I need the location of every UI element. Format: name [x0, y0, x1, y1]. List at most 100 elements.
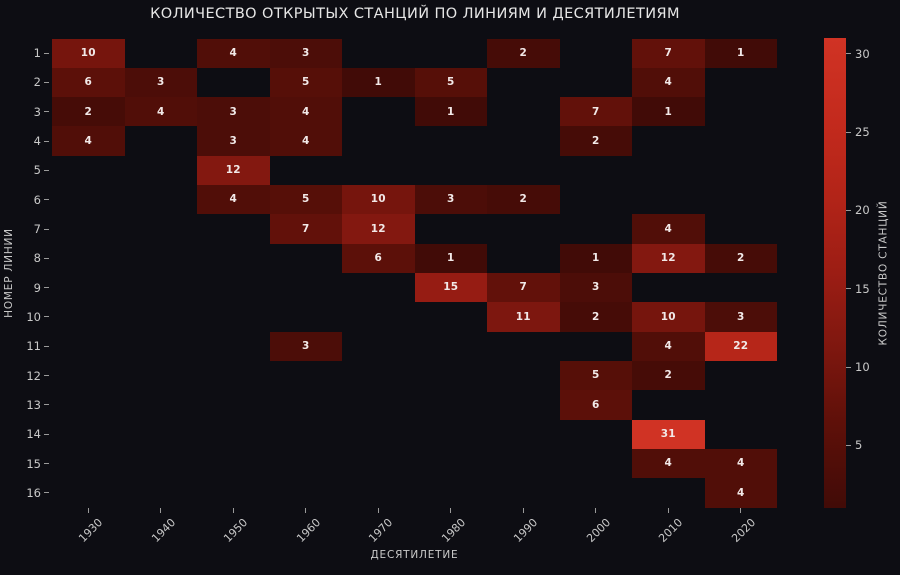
- heatmap-cell-value: 10: [660, 310, 676, 323]
- heatmap-cell-value: 2: [664, 369, 672, 382]
- colorbar-tick-label: 25: [855, 125, 870, 139]
- y-axis-tick-label: 15: [26, 456, 41, 471]
- x-axis-tick-mark: [87, 507, 89, 513]
- heatmap-cell-value: 10: [80, 46, 96, 59]
- heatmap-cell-value: 10: [370, 193, 386, 206]
- heatmap-cell-empty: [124, 302, 197, 332]
- heatmap-cell-empty: [704, 273, 777, 303]
- heatmap-cell-value: 4: [664, 457, 672, 470]
- y-axis-tick-mark: [44, 316, 49, 318]
- heatmap-cell: 3: [704, 302, 777, 332]
- heatmap-cell-empty: [487, 448, 560, 479]
- heatmap-cell-empty: [197, 331, 270, 361]
- heatmap-cell-empty: [269, 360, 342, 391]
- heatmap-cell: 1: [559, 243, 632, 273]
- heatmap-cell: 7: [487, 273, 560, 303]
- heatmap-cell: 12: [197, 155, 270, 186]
- heatmap-cell-value: 4: [229, 46, 237, 59]
- heatmap-cell-empty: [197, 419, 270, 449]
- heatmap-cell-empty: [124, 478, 197, 508]
- colorbar-title: КОЛИЧЕСТВО СТАНЦИЙ: [876, 38, 890, 508]
- heatmap-cell-value: 1: [736, 46, 745, 59]
- heatmap-cell: 12: [632, 243, 705, 273]
- x-axis-tick-mark: [450, 507, 452, 513]
- y-axis-tick-label: 1: [33, 46, 41, 61]
- heatmap-cell-empty: [52, 155, 125, 186]
- heatmap-cell-empty: [487, 214, 560, 244]
- x-axis-tick-label: 1960: [293, 515, 323, 545]
- heatmap-cell-empty: [559, 478, 632, 508]
- x-axis-tick-mark: [160, 507, 162, 513]
- heatmap-cell-empty: [559, 331, 632, 361]
- y-axis-tick-mark: [44, 257, 49, 259]
- heatmap-cell-empty: [124, 448, 197, 479]
- heatmap-cell-empty: [124, 155, 197, 186]
- heatmap-cell-empty: [487, 360, 560, 391]
- colorbar-tick-mark: [846, 53, 851, 55]
- y-axis-tick-label: 8: [33, 251, 41, 266]
- heatmap-cell-empty: [704, 419, 777, 449]
- heatmap-cell: 10: [632, 302, 705, 332]
- colorbar-tick-label: 20: [855, 203, 870, 218]
- y-axis-tick-mark: [44, 199, 49, 201]
- heatmap-cell-empty: [124, 38, 197, 68]
- heatmap-cell: 4: [269, 97, 342, 127]
- heatmap-cell-value: 5: [301, 193, 310, 206]
- heatmap-cell-empty: [52, 478, 125, 508]
- y-axis-tick-label: 4: [33, 134, 41, 149]
- heatmap-cell: 3: [197, 97, 270, 127]
- heatmap-cell-empty: [197, 67, 270, 98]
- heatmap-cell: 4: [124, 97, 197, 127]
- heatmap-cell-empty: [559, 67, 632, 98]
- heatmap-cell-value: 4: [229, 193, 237, 206]
- heatmap-cell-value: 4: [156, 105, 165, 118]
- heatmap-cell-empty: [342, 390, 415, 420]
- heatmap-cell-empty: [52, 448, 125, 479]
- heatmap-cell-value: 3: [301, 340, 310, 353]
- heatmap-cell-value: 4: [736, 457, 745, 470]
- heatmap-cell: 3: [414, 185, 487, 215]
- heatmap-cell-value: 3: [591, 281, 600, 294]
- heatmap-cell-empty: [632, 185, 705, 215]
- x-axis-tick-mark: [232, 507, 234, 513]
- page-title: КОЛИЧЕСТВО ОТКРЫТЫХ СТАНЦИЙ ПО ЛИНИЯМ И …: [150, 6, 680, 22]
- y-axis-tick-label: 12: [26, 368, 41, 383]
- heatmap-cell-value: 4: [84, 134, 92, 147]
- heatmap-cell-empty: [52, 273, 125, 303]
- heatmap-cell-value: 3: [229, 134, 237, 147]
- heatmap-cell-empty: [559, 185, 632, 215]
- y-axis-tick-mark: [44, 404, 49, 406]
- heatmap-cell-empty: [704, 360, 777, 391]
- heatmap-cell-value: 5: [591, 369, 600, 382]
- colorbar-tick-label: 5: [855, 438, 863, 453]
- heatmap-cell-empty: [342, 97, 415, 127]
- heatmap-cell-value: 2: [736, 252, 745, 265]
- x-axis-tick-label: 2020: [728, 515, 758, 545]
- colorbar: 5 10 15 20 25 30: [824, 38, 870, 508]
- heatmap-cell-empty: [704, 185, 777, 215]
- heatmap-cell-empty: [487, 419, 560, 449]
- heatmap-cell: 3: [269, 331, 342, 361]
- x-axis-tick-mark: [377, 507, 379, 513]
- heatmap-cell-empty: [269, 448, 342, 479]
- y-axis-tick: 9: [0, 273, 52, 302]
- y-axis-tick-label: 3: [33, 104, 41, 119]
- heatmap-cell-value: 11: [515, 310, 531, 323]
- heatmap-cell-value: 6: [374, 252, 382, 265]
- heatmap-cell-empty: [197, 448, 270, 479]
- heatmap-cell: 5: [269, 67, 342, 98]
- heatmap-cell-empty: [632, 273, 705, 303]
- x-axis-tick-mark: [740, 507, 742, 513]
- heatmap-cell-empty: [632, 478, 705, 508]
- y-axis-tick: 3: [0, 97, 52, 126]
- heatmap-cell-empty: [197, 243, 270, 273]
- heatmap-cell-value: 1: [446, 252, 455, 265]
- y-axis-tick: 15: [0, 449, 52, 478]
- heatmap-cell: 4: [704, 448, 777, 479]
- heatmap-cell-empty: [414, 360, 487, 391]
- heatmap-cell-empty: [559, 214, 632, 244]
- heatmap-cell-empty: [197, 214, 270, 244]
- heatmap-cell-empty: [269, 155, 342, 186]
- heatmap-cell-value: 3: [446, 193, 455, 206]
- heatmap-cell-empty: [124, 390, 197, 420]
